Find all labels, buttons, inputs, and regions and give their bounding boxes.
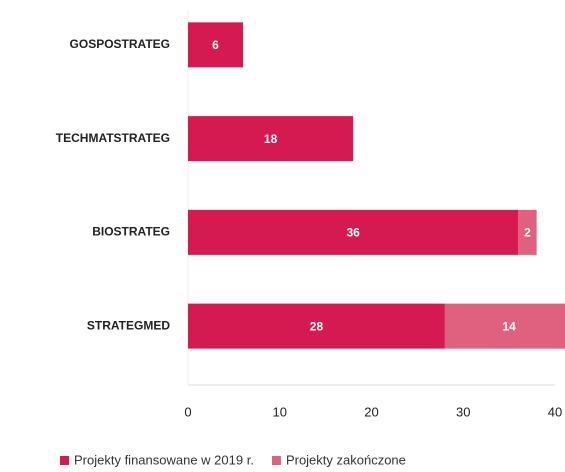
category-label: TECHMATSTRATEG: [56, 131, 170, 145]
x-tick-label: 40: [548, 404, 562, 419]
legend-swatch: [60, 456, 69, 465]
bar: [188, 22, 244, 68]
x-tick-label: 30: [456, 404, 470, 419]
legend-swatch: [271, 456, 281, 465]
category-label: STRATEGMED: [87, 318, 170, 332]
bar: [518, 209, 537, 255]
category-label: GOSPOSTRATEG: [70, 37, 170, 51]
data-label: 36: [346, 226, 360, 240]
bar: [188, 209, 519, 255]
data-label: 18: [264, 132, 278, 146]
data-label: 2: [524, 226, 531, 240]
legend-label: Projekty finansowane w 2019 r.: [74, 452, 254, 467]
x-tick-label: 0: [184, 404, 191, 419]
category-label: BIOSTRATEG: [92, 225, 170, 239]
legend-label: Projekty zakończone: [286, 452, 406, 467]
x-tick-label: 20: [364, 404, 378, 419]
data-label: 14: [502, 319, 516, 333]
x-tick-label: 10: [273, 404, 287, 419]
data-label: 6: [212, 38, 219, 52]
data-label: 28: [310, 319, 324, 333]
bar: [188, 303, 445, 349]
bar: [188, 116, 354, 162]
bar: [444, 303, 565, 349]
